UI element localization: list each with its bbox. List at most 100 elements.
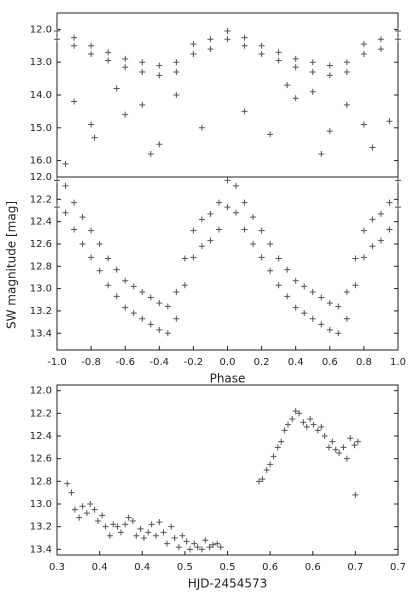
data-point: [173, 315, 180, 322]
data-point: [198, 216, 205, 223]
data-point: [215, 199, 222, 206]
data-point: [233, 209, 240, 216]
data-point: [156, 72, 163, 79]
data-point: [54, 204, 60, 211]
data-point: [352, 255, 359, 262]
data-point: [224, 28, 231, 35]
data-point: [369, 216, 376, 223]
y-tick-label: 13.4: [30, 544, 52, 555]
y-tick-label: 12.6: [30, 454, 52, 465]
data-point: [122, 304, 129, 311]
data-point: [343, 288, 350, 295]
data-point: [377, 46, 384, 53]
data-point: [79, 503, 86, 510]
y-tick-label: 13.0: [30, 499, 52, 510]
data-point: [105, 255, 112, 262]
data-point: [147, 294, 154, 301]
data-point: [329, 438, 336, 445]
data-point: [54, 177, 60, 184]
y-tick-label: 12.8: [30, 261, 52, 272]
data-point: [259, 476, 266, 483]
data-point: [285, 421, 292, 428]
data-point: [198, 243, 205, 250]
plot-frame: [56, 176, 399, 351]
data-point: [130, 283, 137, 290]
x-tick-label: 0.4: [92, 562, 108, 573]
data-point: [343, 69, 350, 76]
data-point: [217, 544, 224, 551]
data-point: [179, 532, 186, 539]
data-point: [198, 546, 205, 553]
data-point: [130, 310, 137, 317]
data-point: [360, 41, 367, 48]
x-axis-label: HJD-2454573: [188, 577, 268, 591]
data-point: [190, 254, 197, 261]
data-point: [79, 240, 86, 247]
data-point: [88, 51, 95, 57]
data-point: [326, 128, 333, 135]
x-tick-label: -0.2: [184, 357, 204, 368]
data-point: [318, 151, 325, 158]
data-point: [71, 34, 78, 41]
data-point: [183, 538, 190, 545]
data-point: [156, 326, 163, 333]
data-point: [284, 82, 291, 89]
data-point: [292, 64, 299, 71]
data-point: [250, 214, 257, 221]
data-point: [71, 42, 78, 49]
data-point: [395, 204, 401, 211]
data-point: [88, 227, 95, 234]
data-point: [267, 461, 274, 468]
data-point: [386, 199, 393, 206]
data-point: [296, 410, 303, 417]
y-tick-label: 13.2: [30, 306, 52, 317]
data-point: [173, 69, 180, 76]
data-point: [343, 315, 350, 322]
data-point: [258, 227, 265, 234]
data-point: [309, 288, 316, 295]
data-point: [133, 532, 140, 539]
data-point: [352, 491, 359, 498]
y-tick-label: 12.2: [30, 194, 52, 205]
data-point: [181, 255, 188, 262]
data-point: [270, 453, 277, 460]
data-point: [79, 214, 86, 221]
data-point: [105, 49, 112, 56]
data-point: [206, 544, 213, 551]
data-point: [335, 330, 342, 337]
data-point: [181, 282, 188, 289]
data-point: [326, 62, 333, 69]
data-point: [148, 521, 155, 528]
data-point: [307, 416, 314, 422]
data-point: [343, 59, 350, 66]
y-tick-label: 12.0: [30, 386, 52, 397]
data-point: [325, 444, 332, 451]
data-point: [163, 540, 170, 547]
data-point: [106, 532, 113, 539]
data-point: [122, 521, 129, 528]
y-tick-label: 12.4: [30, 217, 52, 228]
data-point: [122, 277, 129, 284]
data-point: [54, 36, 60, 43]
data-point: [117, 529, 124, 536]
data-point: [275, 255, 282, 262]
data-point: [224, 36, 231, 43]
data-point: [267, 240, 274, 247]
data-point: [129, 518, 136, 524]
data-point: [250, 240, 257, 247]
data-point: [275, 57, 282, 64]
x-tick-label: 0.6: [322, 357, 338, 368]
x-tick-label: 0.6: [262, 562, 278, 573]
data-point: [173, 288, 180, 295]
data-point: [147, 151, 154, 158]
x-tick-label: 0.5: [177, 562, 193, 573]
data-point: [114, 523, 121, 530]
data-point: [292, 95, 299, 102]
data-point: [152, 532, 159, 539]
data-point: [369, 243, 376, 250]
data-point: [292, 55, 299, 62]
y-tick-label: 14.0: [30, 90, 52, 101]
x-tick-label: 0.6: [305, 562, 321, 573]
data-point: [215, 226, 222, 233]
y-tick-label: 13.2: [30, 522, 52, 533]
